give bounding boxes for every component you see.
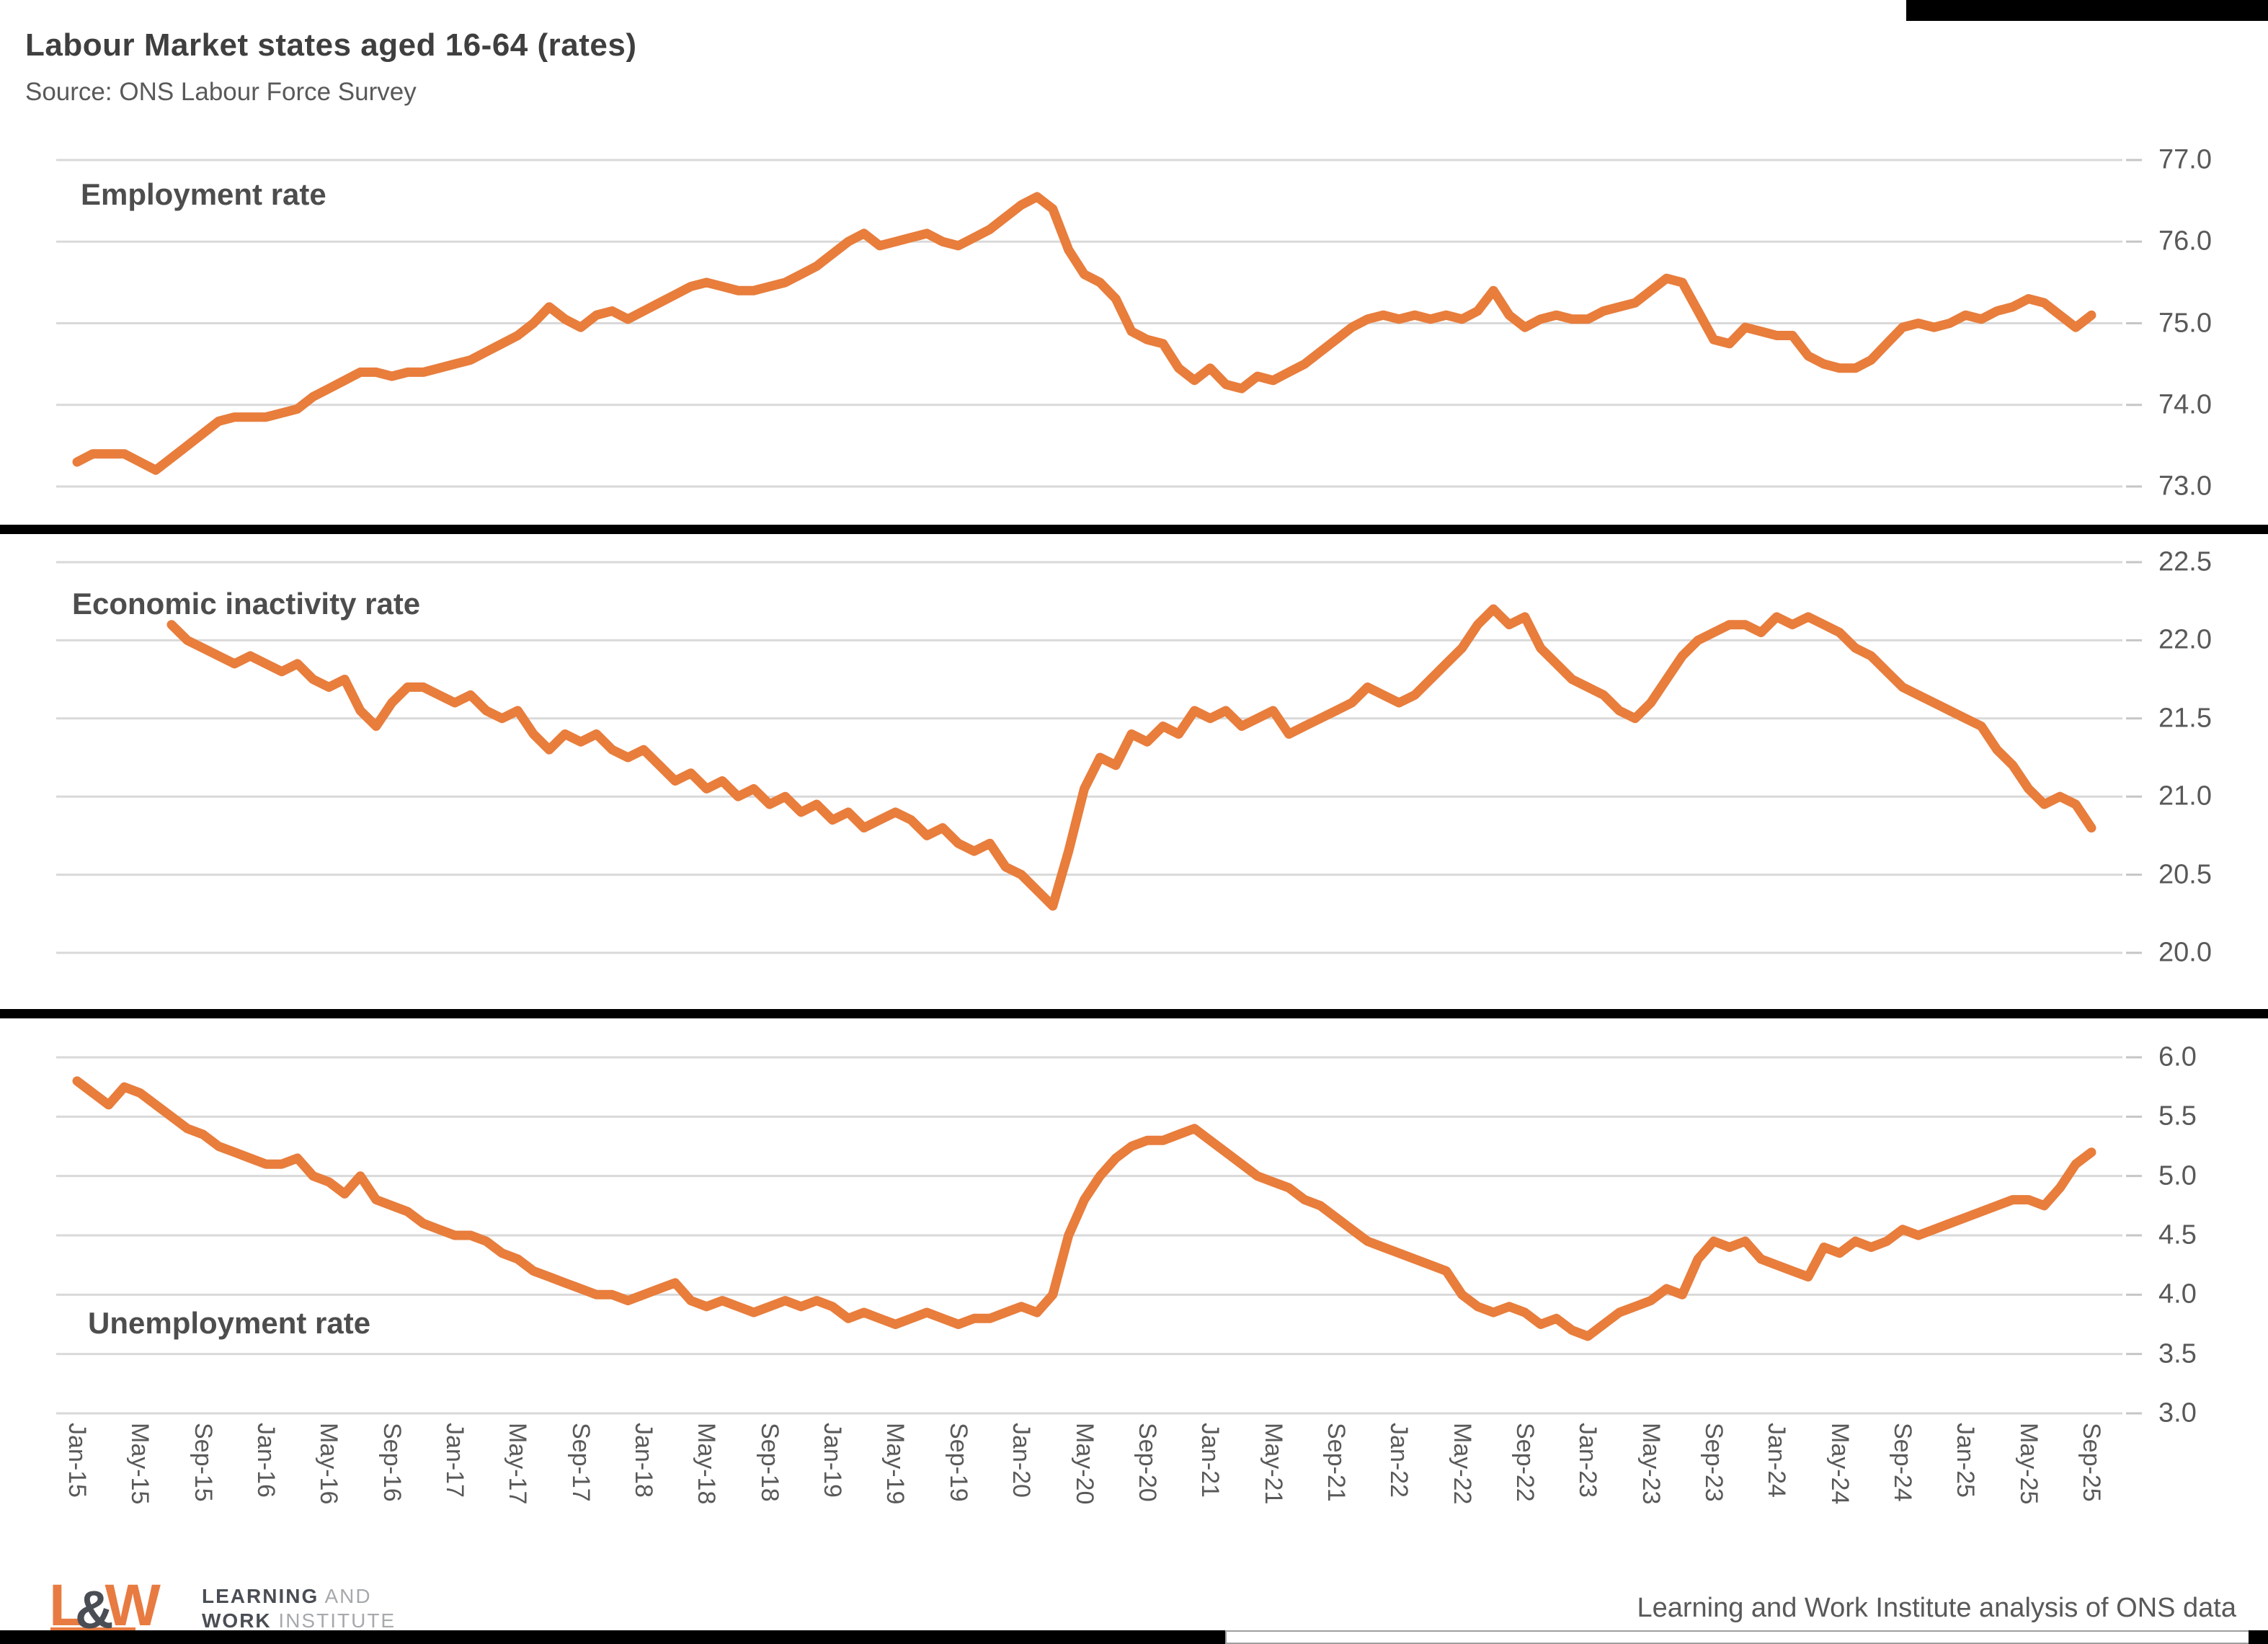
x-tick-label: Jan-22 (1385, 1423, 1413, 1498)
x-tick-label: Sep-18 (755, 1423, 783, 1502)
y-tick-label: 5.5 (2158, 1101, 2197, 1132)
x-tick-label: May-15 (126, 1423, 154, 1505)
series-line-economic-inactivity-rate (166, 604, 2096, 911)
x-tick-label: Jan-20 (1008, 1423, 1036, 1498)
x-tick-label: Jan-25 (1952, 1423, 1980, 1498)
x-tick-label: Jan-17 (441, 1423, 469, 1498)
y-tick-label: 20.5 (2158, 859, 2212, 890)
y-tick-label: 22.5 (2158, 546, 2212, 577)
x-tick-label: Jan-16 (252, 1423, 280, 1498)
bottom-corner-block (2249, 1630, 2268, 1644)
x-tick-label: Jan-23 (1574, 1423, 1602, 1498)
y-tick-label: 4.0 (2158, 1279, 2197, 1310)
x-tick-label: May-16 (315, 1423, 343, 1505)
x-tick-label: Sep-17 (566, 1423, 595, 1502)
x-tick-label: Jan-24 (1763, 1423, 1791, 1498)
x-tick-label: Sep-16 (378, 1423, 406, 1502)
y-tick-label: 20.0 (2158, 937, 2212, 968)
x-tick-label: May-20 (1070, 1423, 1098, 1505)
x-tick-label: Jan-19 (819, 1423, 847, 1498)
y-tick-label: 73.0 (2158, 471, 2212, 502)
panel-title-economic-inactivity-rate: Economic inactivity rate (72, 587, 421, 621)
top-right-crop-bar (1906, 0, 2268, 21)
logo-ampersand: & (75, 1580, 114, 1640)
x-tick-label: Sep-23 (1699, 1423, 1727, 1502)
logo-letter-w: W (104, 1573, 161, 1638)
y-tick-label: 75.0 (2158, 308, 2212, 338)
attribution-text: Learning and Work Institute analysis of … (1637, 1593, 2236, 1623)
x-tick-label: May-18 (693, 1423, 721, 1505)
logo-line2: WORK INSTITUTE (202, 1609, 396, 1632)
series-line-unemployment-rate (72, 1076, 2096, 1341)
y-tick-label: 22.0 (2158, 624, 2212, 655)
y-tick-label: 74.0 (2158, 389, 2212, 420)
logo-line1: LEARNING AND (202, 1585, 372, 1607)
panel-divider (0, 525, 2268, 534)
x-tick-label: Sep-21 (1322, 1423, 1350, 1502)
x-tick-label: Jan-18 (630, 1423, 658, 1498)
y-tick-label: 3.5 (2158, 1338, 2197, 1369)
x-tick-label: May-25 (2014, 1423, 2042, 1505)
x-tick-label: May-22 (1448, 1423, 1476, 1505)
x-tick-label: Sep-19 (944, 1423, 972, 1502)
x-tick-label: Sep-24 (1888, 1423, 1916, 1502)
series-line-employment-rate (72, 192, 2096, 475)
y-tick-label: 6.0 (2158, 1041, 2197, 1072)
x-tick-label: May-19 (881, 1423, 910, 1505)
x-tick-label: Jan-21 (1196, 1423, 1224, 1498)
logo-wordmark: LEARNING AND WORK INSTITUTE (202, 1584, 396, 1633)
y-tick-label: 76.0 (2158, 226, 2212, 257)
x-tick-label: Sep-25 (2078, 1423, 2105, 1502)
lw-logo-mark: L&W (49, 1576, 179, 1637)
x-tick-label: Sep-22 (1511, 1423, 1539, 1502)
y-tick-label: 21.5 (2158, 703, 2212, 734)
x-tick-label: May-21 (1259, 1423, 1287, 1505)
bottom-crop-bar (0, 1630, 1225, 1644)
logo-letter-l: L (49, 1573, 86, 1638)
y-tick-label: 3.0 (2158, 1398, 2197, 1428)
y-tick-label: 77.0 (2158, 144, 2212, 175)
lw-institute-logo: L&W LEARNING AND WORK INSTITUTE (49, 1576, 394, 1637)
y-tick-label: 5.0 (2158, 1160, 2197, 1191)
page-subtitle: Source: ONS Labour Force Survey (25, 78, 417, 106)
panel-title-unemployment-rate: Unemployment rate (88, 1306, 371, 1340)
panel-divider (0, 1009, 2268, 1018)
x-tick-label: May-24 (1825, 1423, 1854, 1505)
x-tick-label: Sep-20 (1133, 1423, 1161, 1502)
x-tick-label: Sep-15 (189, 1423, 217, 1502)
panel-title-employment-rate: Employment rate (81, 177, 326, 211)
page-title: Labour Market states aged 16-64 (rates) (25, 27, 637, 63)
bottom-border-box (1225, 1630, 2268, 1644)
y-tick-label: 4.5 (2158, 1219, 2197, 1250)
x-tick-label: May-23 (1637, 1423, 1665, 1505)
x-tick-label: Jan-15 (63, 1423, 91, 1498)
x-tick-label: May-17 (504, 1423, 532, 1505)
y-tick-label: 21.0 (2158, 781, 2212, 812)
